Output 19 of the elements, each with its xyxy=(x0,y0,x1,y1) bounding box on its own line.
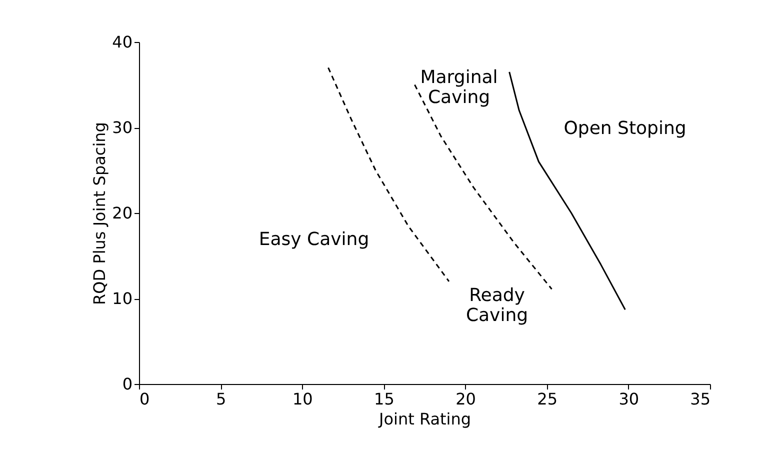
x-tick-label: 5 xyxy=(216,390,226,408)
x-tick-label: 15 xyxy=(374,390,394,408)
y-axis-title: RQD Plus Joint Spacing xyxy=(90,122,110,305)
x-axis-title: Joint Rating xyxy=(378,410,472,428)
y-tick-label: 30 xyxy=(112,118,132,137)
x-tick-label: 25 xyxy=(537,390,558,408)
annotation: Marginal Caving xyxy=(420,67,498,108)
x-tick-label: 10 xyxy=(292,390,313,408)
annotation: Open Stoping xyxy=(564,118,686,139)
y-tick-label: 40 xyxy=(112,32,132,52)
x-tick-label: 30 xyxy=(618,390,640,408)
x-tick-label: 35 xyxy=(690,390,710,408)
annotation: Ready Caving xyxy=(466,285,528,326)
y-tick-label: 10 xyxy=(112,289,132,308)
x-tick-label: 0 xyxy=(140,390,150,408)
x-tick-label: 20 xyxy=(456,390,476,408)
annotation: Easy Caving xyxy=(258,229,370,250)
y-tick-label: 20 xyxy=(112,204,132,222)
y-tick-label: 0 xyxy=(122,374,132,394)
